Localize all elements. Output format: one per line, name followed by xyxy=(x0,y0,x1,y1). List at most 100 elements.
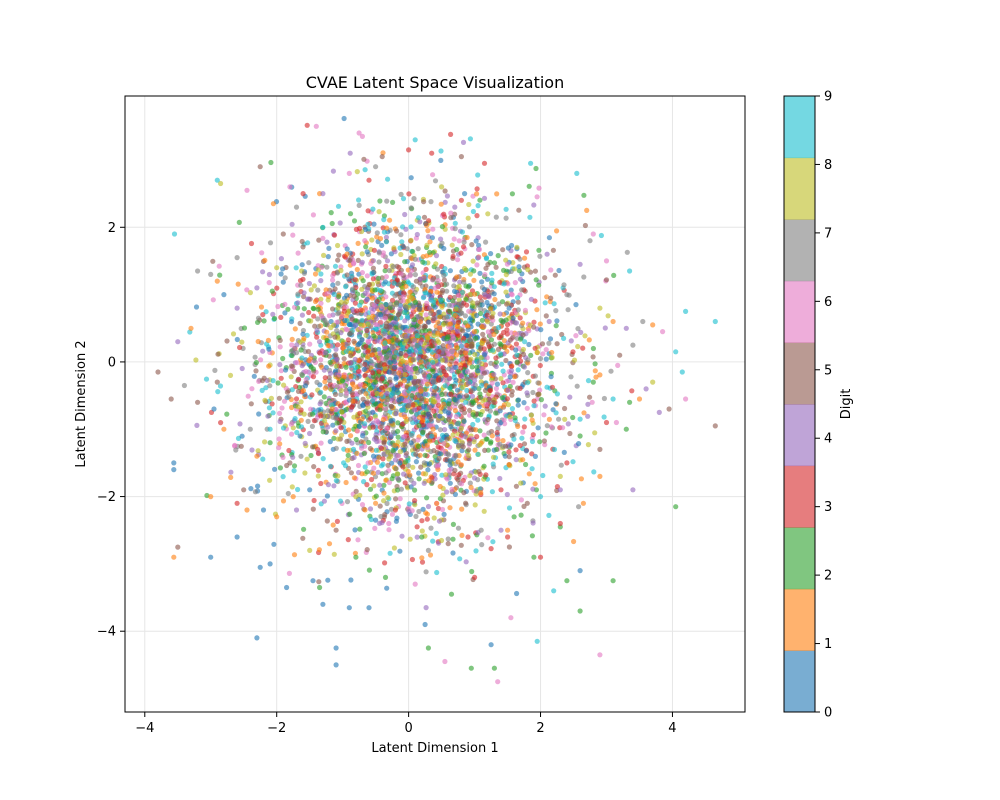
cloud-point xyxy=(502,344,508,350)
cloud-point xyxy=(394,277,400,283)
cloud-point xyxy=(378,445,385,451)
cloud-point xyxy=(433,530,439,537)
cloud-point xyxy=(508,368,515,374)
cloud-point xyxy=(461,335,467,341)
cloud-point xyxy=(438,405,444,411)
scatter-point-digit-1 xyxy=(580,500,587,506)
scatter-point-digit-2 xyxy=(448,591,455,597)
cloud-point xyxy=(336,252,342,258)
cloud-point xyxy=(405,463,412,469)
cloud-point xyxy=(362,361,368,367)
cloud-point xyxy=(278,368,284,374)
cloud-point xyxy=(288,363,295,369)
cloud-point xyxy=(431,515,437,521)
cloud-point xyxy=(447,344,453,350)
cloud-point xyxy=(385,176,391,182)
cloud-point xyxy=(540,472,546,479)
cloud-point xyxy=(528,352,534,358)
scatter-point-digit-5 xyxy=(712,423,718,429)
cloud-point xyxy=(460,356,466,362)
cloud-point xyxy=(336,294,342,300)
cloud-point xyxy=(333,363,339,369)
cloud-point xyxy=(493,355,499,361)
cloud-point xyxy=(591,469,597,475)
cloud-point xyxy=(290,454,296,460)
cloud-point xyxy=(388,418,394,424)
cloud-point xyxy=(522,255,528,261)
cloud-point xyxy=(421,378,427,385)
cloud-point xyxy=(317,350,323,356)
cloud-point xyxy=(335,473,341,479)
cloud-point xyxy=(546,512,552,519)
cloud-point xyxy=(550,247,557,253)
y-tick-label: 0 xyxy=(108,355,116,370)
cloud-point xyxy=(459,406,465,413)
cloud-point xyxy=(402,433,408,439)
cloud-point xyxy=(509,406,515,412)
cloud-point xyxy=(399,533,405,539)
cloud-point xyxy=(531,403,537,409)
cloud-point xyxy=(306,260,312,266)
cloud-point xyxy=(390,264,396,270)
cloud-point xyxy=(447,462,453,468)
cloud-point xyxy=(284,389,290,395)
cloud-point xyxy=(487,387,493,393)
cloud-point xyxy=(467,360,473,366)
scatter-point-digit-9 xyxy=(534,638,540,644)
cloud-point xyxy=(324,329,330,335)
cloud-point xyxy=(459,481,465,487)
scatter-point-digit-0 xyxy=(254,635,260,641)
cloud-point xyxy=(409,393,415,399)
scatter-point-digit-6 xyxy=(244,187,250,193)
cloud-point xyxy=(432,178,439,184)
scatter-point-digit-4 xyxy=(656,409,662,415)
cloud-point xyxy=(370,409,376,415)
cloud-point xyxy=(480,366,486,372)
cloud-point xyxy=(592,361,598,367)
scatter-point-digit-6 xyxy=(359,133,365,139)
cloud-point xyxy=(425,348,431,354)
cloud-point xyxy=(320,456,326,462)
cloud-point xyxy=(325,342,331,348)
cloud-point xyxy=(455,525,462,531)
cloud-point xyxy=(329,402,335,408)
cloud-point xyxy=(437,325,443,331)
cloud-point xyxy=(525,370,531,376)
scatter-point-digit-3 xyxy=(564,460,570,466)
scatter-point-digit-9 xyxy=(267,426,273,432)
cloud-point xyxy=(316,323,322,330)
cloud-point xyxy=(423,510,429,516)
cloud-point xyxy=(419,555,425,561)
cloud-point xyxy=(374,390,380,397)
cloud-point xyxy=(325,482,331,488)
cloud-point xyxy=(497,279,503,285)
scatter-point-digit-4 xyxy=(557,487,563,493)
scatter-point-digit-2 xyxy=(468,665,474,671)
cloud-point xyxy=(275,303,281,310)
cloud-point xyxy=(477,197,483,203)
scatter-point-digit-1 xyxy=(188,325,194,331)
x-tick-label: 4 xyxy=(668,721,676,736)
cloud-point xyxy=(491,284,497,290)
cloud-point xyxy=(378,319,384,326)
cloud-point xyxy=(448,210,454,216)
cloud-point xyxy=(299,371,305,377)
scatter-point-digit-1 xyxy=(214,278,220,284)
cloud-point xyxy=(388,301,394,307)
cloud-point xyxy=(218,420,224,426)
cloud-point xyxy=(524,405,530,411)
cloud-point xyxy=(567,394,573,400)
cloud-point xyxy=(337,403,343,409)
cloud-point xyxy=(418,464,424,470)
cloud-point xyxy=(377,482,383,488)
cloud-point xyxy=(400,298,406,304)
cloud-point xyxy=(324,290,330,297)
cloud-point xyxy=(224,411,230,417)
cloud-point xyxy=(476,246,483,252)
cloud-point xyxy=(441,272,447,279)
cloud-point xyxy=(524,390,530,396)
cloud-point xyxy=(374,338,380,344)
cloud-point xyxy=(384,425,390,431)
cloud-point xyxy=(484,436,490,442)
scatter-point-digit-6 xyxy=(287,184,293,190)
